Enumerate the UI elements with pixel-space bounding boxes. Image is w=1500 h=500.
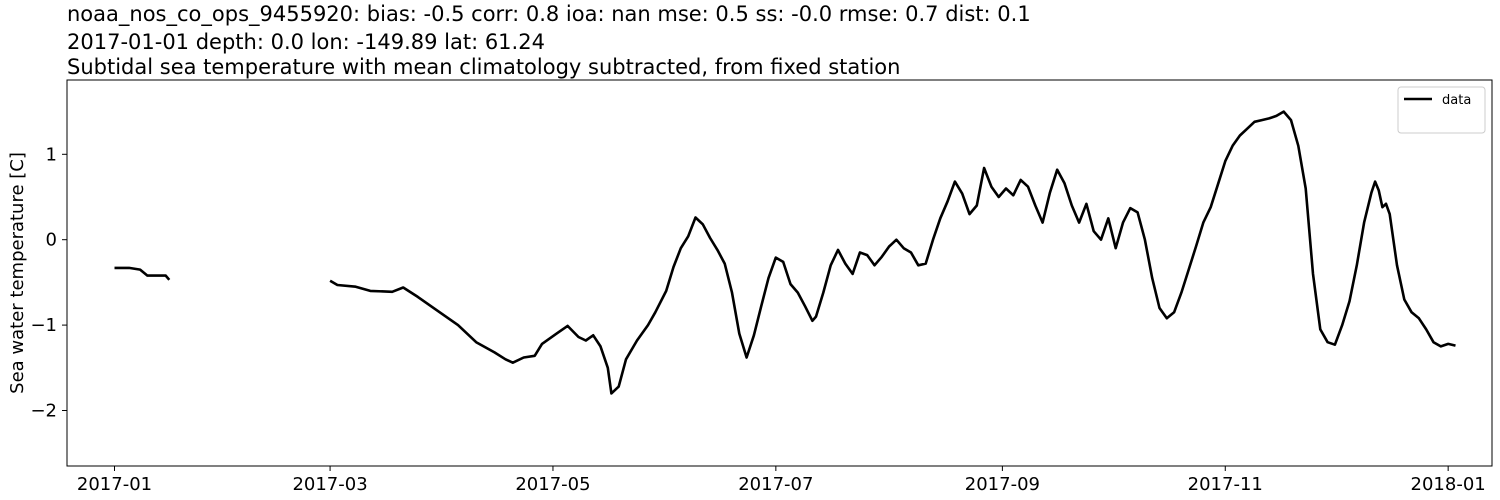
x-tick-label: 2017-11 xyxy=(1188,474,1263,495)
series-data-line-2 xyxy=(329,110,1456,395)
y-axis: −2 −1 0 1 xyxy=(30,144,67,421)
legend: data xyxy=(1397,86,1486,134)
y-tick-label: −1 xyxy=(30,315,57,336)
x-tick-label: 2017-03 xyxy=(292,474,367,495)
chart-title-station: 2017-01-01 depth: 0.0 lon: -149.89 lat: … xyxy=(67,30,545,54)
chart-title-metrics: noaa_nos_co_ops_9455920: bias: -0.5 corr… xyxy=(67,2,1031,26)
x-axis: 2017-01 2017-03 2017-05 2017-07 2017-09 2017-… xyxy=(77,466,1486,495)
chart-title-description: Subtidal sea temperature with mean clima… xyxy=(67,55,901,79)
x-tick-label: 2018-01 xyxy=(1411,474,1486,495)
y-tick-label: 1 xyxy=(46,144,57,165)
x-tick-label: 2017-05 xyxy=(515,474,590,495)
series-data-line-1 xyxy=(114,266,171,281)
legend-label-data: data xyxy=(1442,93,1471,108)
y-axis-label: Sea water temperature [C] xyxy=(7,152,28,394)
x-tick-label: 2017-01 xyxy=(77,474,152,495)
x-tick-label: 2017-07 xyxy=(738,474,813,495)
y-tick-label: 0 xyxy=(46,230,57,251)
plot-frame xyxy=(66,79,1493,467)
y-tick-label: −2 xyxy=(30,400,57,421)
x-tick-label: 2017-09 xyxy=(965,474,1040,495)
plot-area xyxy=(114,110,1456,395)
